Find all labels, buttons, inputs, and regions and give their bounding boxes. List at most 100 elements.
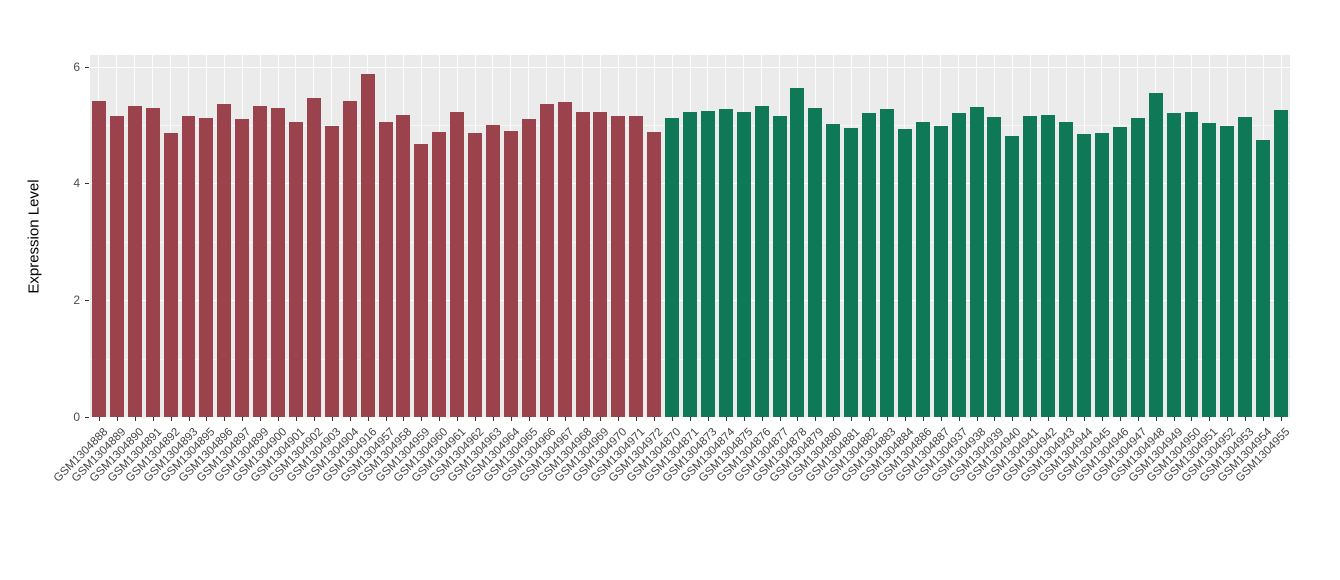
bar-GSM1304887 <box>933 125 948 417</box>
x-tick-mark <box>349 417 351 421</box>
bar-GSM1304968 <box>575 111 590 417</box>
bar-GSM1304903 <box>324 126 339 417</box>
bar-GSM1304916 <box>360 73 375 417</box>
x-tick-mark <box>1012 417 1014 421</box>
x-tick-mark <box>313 417 315 421</box>
x-tick-mark <box>654 417 656 421</box>
bar-GSM1304963 <box>486 125 500 417</box>
x-tick-mark <box>743 417 745 421</box>
x-tick-mark <box>457 417 459 421</box>
bar-GSM1304890 <box>127 105 142 417</box>
x-tick-mark <box>1263 417 1265 421</box>
bar-GSM1304943 <box>1059 122 1074 417</box>
x-tick-mark <box>618 417 620 421</box>
bar-GSM1304902 <box>306 98 321 417</box>
bar-GSM1304958 <box>396 114 411 417</box>
bar-GSM1304889 <box>109 115 124 417</box>
x-tick-mark <box>958 417 960 421</box>
x-tick-mark <box>1191 417 1193 421</box>
x-tick-mark <box>242 417 244 421</box>
bar-GSM1304883 <box>880 109 894 417</box>
x-tick-mark <box>1245 417 1247 421</box>
x-tick-mark <box>779 417 781 421</box>
x-tick-mark <box>1209 417 1211 421</box>
x-tick-mark <box>1155 417 1157 421</box>
x-tick-mark <box>672 417 674 421</box>
x-tick-mark <box>224 417 226 421</box>
bar-GSM1304947 <box>1130 118 1145 417</box>
x-tick-mark <box>116 417 118 421</box>
x-tick-mark <box>725 417 727 421</box>
x-tick-mark <box>994 417 996 421</box>
x-tick-mark <box>1227 417 1229 421</box>
bar-GSM1304941 <box>1023 116 1038 417</box>
x-tick-mark <box>582 417 584 421</box>
bar-GSM1304899 <box>253 106 268 417</box>
x-tick-mark <box>869 417 871 421</box>
x-tick-mark <box>475 417 477 421</box>
bar-GSM1304938 <box>969 106 984 417</box>
bar-GSM1304959 <box>414 143 429 417</box>
x-tick-mark <box>367 417 369 421</box>
bar-GSM1304871 <box>683 112 697 417</box>
y-axis-title: Expression Level <box>25 179 43 294</box>
bar-GSM1304891 <box>145 107 160 417</box>
bar-GSM1304878 <box>790 87 805 417</box>
x-tick-mark <box>331 417 333 421</box>
bar-GSM1304880 <box>826 124 841 417</box>
bar-GSM1304970 <box>611 115 626 417</box>
x-tick-mark <box>260 417 262 421</box>
x-tick-mark <box>188 417 190 421</box>
bar-GSM1304877 <box>772 115 787 417</box>
bar-GSM1304881 <box>844 127 859 417</box>
x-tick-mark <box>1084 417 1086 421</box>
bar-GSM1304971 <box>629 116 644 417</box>
bar-GSM1304882 <box>862 113 877 417</box>
x-tick-mark <box>1119 417 1121 421</box>
bar-GSM1304942 <box>1041 115 1056 417</box>
bar-GSM1304888 <box>91 100 106 417</box>
bar-GSM1304946 <box>1112 127 1127 417</box>
x-tick-mark <box>904 417 906 421</box>
x-tick-mark <box>278 417 280 421</box>
y-tick-label: 6 <box>73 59 80 74</box>
x-tick-mark <box>815 417 817 421</box>
x-tick-mark <box>1048 417 1050 421</box>
x-tick-mark <box>600 417 602 421</box>
bar-GSM1304904 <box>342 101 357 417</box>
bar-GSM1304870 <box>665 118 680 417</box>
x-tick-mark <box>690 417 691 421</box>
x-tick-mark <box>797 417 799 421</box>
bar-GSM1304962 <box>468 133 483 417</box>
bar-GSM1304884 <box>897 129 912 417</box>
x-tick-mark <box>134 417 136 421</box>
bar-GSM1304952 <box>1220 126 1235 417</box>
x-tick-mark <box>833 417 835 421</box>
x-tick-mark <box>403 417 405 421</box>
y-tick-mark <box>85 417 89 418</box>
bar-GSM1304961 <box>450 112 465 417</box>
bar-GSM1304873 <box>700 111 715 417</box>
bar-GSM1304972 <box>647 132 662 417</box>
x-tick-mark <box>528 417 530 421</box>
bar-GSM1304951 <box>1202 122 1217 417</box>
x-tick-mark <box>492 417 494 421</box>
x-tick-mark <box>546 417 548 421</box>
bar-GSM1304874 <box>718 108 733 417</box>
x-tick-mark <box>1173 417 1175 421</box>
bar-GSM1304900 <box>271 107 286 417</box>
bar-GSM1304893 <box>181 115 196 417</box>
bar-GSM1304949 <box>1166 112 1181 417</box>
bar-GSM1304966 <box>539 104 554 417</box>
bar-GSM1304954 <box>1256 140 1271 417</box>
x-tick-mark <box>1137 417 1139 421</box>
bar-GSM1304901 <box>288 121 303 417</box>
bar-GSM1304957 <box>378 121 393 417</box>
bar-GSM1304948 <box>1148 92 1163 417</box>
bar-GSM1304960 <box>432 132 447 417</box>
x-tick-mark <box>761 417 763 421</box>
bar-GSM1304892 <box>163 133 178 417</box>
bar-GSM1304876 <box>754 105 769 417</box>
bar-GSM1304969 <box>593 112 608 417</box>
